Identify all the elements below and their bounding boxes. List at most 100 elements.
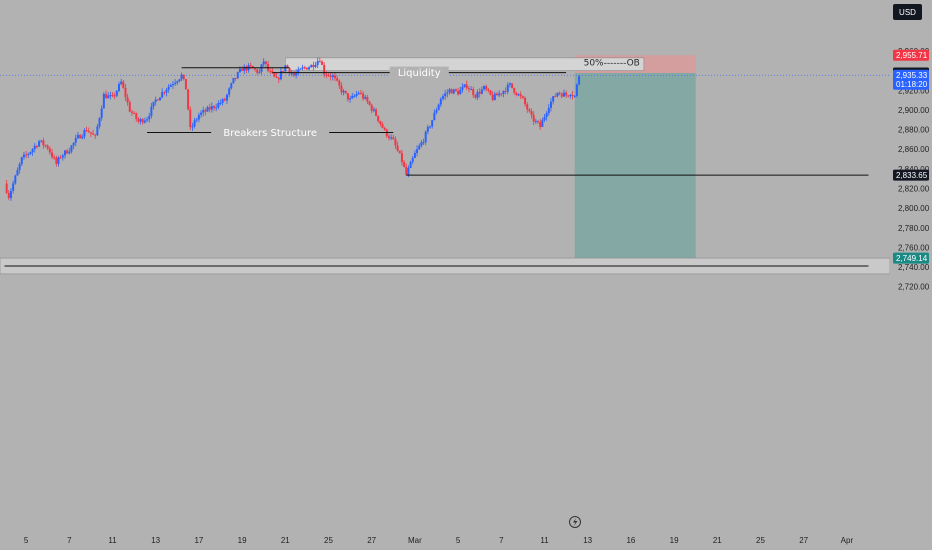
candle [53,154,56,161]
candle [122,80,125,89]
candle [491,91,494,102]
candle [44,144,47,148]
candle [483,85,486,91]
candle [228,87,231,98]
currency-label: USD [899,8,916,17]
candle [530,108,533,119]
candle [68,147,71,155]
price-label-teal: 2,749.14 [893,252,929,264]
price-label-red: 2,955.71 [893,49,929,61]
candle [377,115,380,123]
x-tick-label: 7 [67,536,72,545]
candle [100,105,103,121]
candle [370,103,373,114]
candle [474,93,477,100]
candle [234,77,237,81]
candle [543,114,546,123]
candle [143,117,146,124]
candle [476,89,479,101]
y-tick-label: 2,820.00 [898,184,930,193]
candle [569,93,572,99]
candle [420,140,423,148]
candle [178,78,181,83]
candle [76,132,79,140]
take-profit-zone[interactable] [574,72,696,259]
candle [513,87,516,95]
candle [426,124,429,135]
candle [66,148,69,155]
candle [433,109,436,121]
candle [372,106,375,113]
candle [316,57,319,69]
candle [72,142,75,150]
lightning-icon[interactable] [569,516,581,528]
candle [135,112,138,122]
candle [396,141,399,152]
y-tick-label: 2,920.00 [898,86,930,95]
x-tick-label: Apr [841,536,854,545]
candle [398,150,401,154]
candle [16,167,19,176]
y-tick-label: 2,740.00 [898,263,930,272]
levels-layer: Liquidity Breakers Structure 50%-------OB [0,58,890,267]
candle [435,107,438,115]
candle [359,89,362,95]
candle [323,61,326,78]
candle [318,57,321,63]
candle [180,72,183,82]
candle [489,89,492,96]
price-label-text: 2,749.14 [896,254,928,263]
candle [141,118,144,125]
x-tick-label: 21 [713,536,722,545]
candle [308,65,311,71]
candle [105,90,108,99]
candle [171,80,174,89]
candle [193,117,196,129]
price-axis[interactable]: 2,960.002,940.002,920.002,900.002,880.00… [890,0,932,550]
candle [379,120,382,127]
candle [461,83,464,93]
candle [454,88,457,92]
countdown-text: 01:18:20 [896,80,928,89]
candle [243,64,246,74]
candle [63,149,66,159]
candle [126,93,129,106]
x-tick-label: 13 [583,536,592,545]
candle [545,110,548,121]
candle [556,92,559,98]
candle [478,88,481,98]
candle [5,179,8,195]
candle [567,95,570,98]
candle [79,134,82,139]
candle [431,119,434,129]
candle [366,94,369,104]
candle [552,95,555,105]
candle [578,74,581,86]
candle [575,83,578,98]
candle [111,92,114,98]
currency-button[interactable]: USD [893,4,922,20]
candle [284,64,287,73]
candle [487,87,490,93]
time-axis[interactable]: 5 7 11 13 17 19 21 25 27 Mar 5 7 11 13 16 19 21 25 27 Apr [24,536,854,545]
candle [429,125,432,129]
candle [517,93,520,96]
candle [394,136,397,150]
candle [7,190,10,201]
candle [20,156,23,167]
candle [459,86,462,95]
candles-layer [5,57,581,202]
x-tick-label: 5 [456,536,461,545]
order-block-zone[interactable] [284,57,645,71]
candle [353,93,356,98]
candle [174,79,177,87]
candle [115,89,118,98]
y-tick-label: 2,800.00 [898,204,930,213]
candle [465,80,468,90]
candle [310,64,313,68]
candle [472,86,475,98]
candle [98,117,101,129]
candle [467,86,470,93]
candle [245,65,248,74]
